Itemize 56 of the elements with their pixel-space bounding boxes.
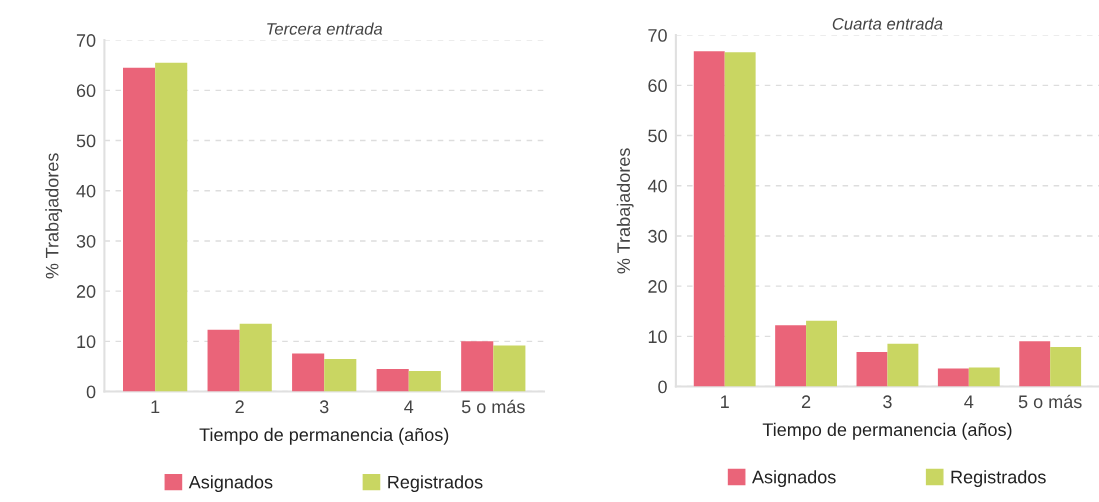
x-tick-label: 4 bbox=[964, 395, 974, 408]
y-tick-label: 40 bbox=[647, 179, 667, 193]
y-tick-label: 0 bbox=[86, 385, 96, 399]
bar bbox=[1050, 346, 1082, 387]
y-tick-label: 70 bbox=[76, 34, 96, 47]
y-tick-label: 70 bbox=[648, 29, 667, 42]
legend-label: Registrados bbox=[951, 470, 1046, 488]
legend-label: Registrados bbox=[388, 475, 483, 493]
bar bbox=[856, 351, 888, 387]
bar bbox=[376, 368, 409, 392]
bar bbox=[775, 325, 807, 387]
y-tick-label: 30 bbox=[76, 234, 96, 248]
bar bbox=[324, 358, 357, 392]
bar bbox=[493, 345, 526, 392]
y-tick-label: 20 bbox=[76, 285, 96, 298]
legend-label: Asignados bbox=[752, 470, 836, 488]
y-tick-label: 50 bbox=[76, 134, 96, 148]
bar bbox=[806, 320, 837, 387]
bar bbox=[123, 67, 156, 392]
bar bbox=[292, 353, 325, 392]
x-tick-label: 3 bbox=[319, 400, 329, 414]
y-tick-label: 50 bbox=[648, 129, 667, 143]
y-tick-label: 40 bbox=[76, 184, 96, 198]
bar bbox=[239, 323, 272, 392]
x-axis-title: Tiempo de permanencia (años) bbox=[762, 422, 1012, 440]
y-tick-label: 10 bbox=[648, 330, 667, 344]
chart-title: Tercera entrada bbox=[267, 22, 383, 35]
y-tick-label: 10 bbox=[77, 335, 96, 349]
x-axis-title: Tiempo de permanencia (años) bbox=[199, 427, 449, 445]
legend-label: Asignados bbox=[188, 475, 273, 493]
y-axis-title: % Trabajadores bbox=[616, 148, 634, 274]
x-tick-label: 2 bbox=[801, 395, 811, 408]
bar bbox=[693, 51, 725, 387]
chart-title: Cuarta entrada bbox=[832, 17, 943, 30]
y-tick-label: 0 bbox=[658, 380, 667, 394]
y-tick-label: 20 bbox=[648, 280, 667, 293]
x-tick-label: 4 bbox=[404, 400, 414, 413]
bar bbox=[937, 368, 969, 387]
bar bbox=[968, 367, 1000, 387]
x-tick-label: 1 bbox=[151, 400, 160, 413]
x-tick-label: 3 bbox=[883, 395, 892, 409]
x-tick-label: 5 o más bbox=[461, 399, 525, 414]
x-tick-label: 1 bbox=[721, 395, 729, 408]
bar bbox=[887, 343, 919, 387]
y-tick-label: 60 bbox=[76, 84, 96, 98]
bar bbox=[155, 62, 188, 392]
bar bbox=[724, 52, 756, 387]
y-tick-label: 60 bbox=[648, 79, 667, 93]
x-tick-label: 2 bbox=[235, 400, 244, 413]
bar bbox=[1019, 341, 1051, 387]
x-tick-label: 5 o más bbox=[1018, 394, 1082, 409]
y-axis-title: % Trabajadores bbox=[45, 153, 63, 279]
bar bbox=[461, 341, 494, 392]
bar bbox=[408, 370, 441, 392]
y-tick-label: 30 bbox=[648, 229, 667, 243]
bar bbox=[207, 329, 240, 392]
